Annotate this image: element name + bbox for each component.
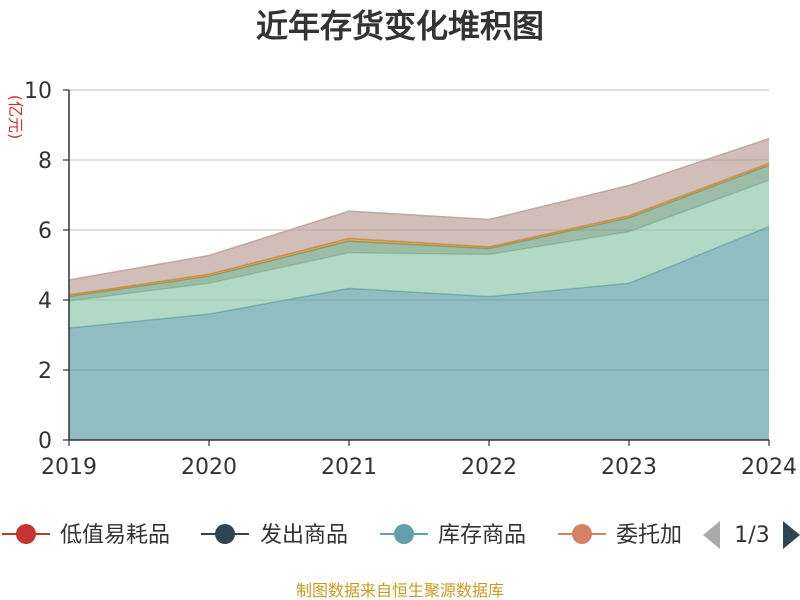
y-tick-label: 0 <box>38 429 52 454</box>
y-tick-label: 4 <box>38 289 52 314</box>
legend-marker <box>16 524 36 544</box>
axes <box>68 90 769 441</box>
legend-label: 发出商品 <box>260 523 348 548</box>
y-tick-label: 6 <box>38 219 52 244</box>
legend-label: 低值易耗品 <box>60 523 170 548</box>
area-edge-其他 <box>68 137 770 281</box>
legend-marker <box>394 524 414 544</box>
x-tick-labels: 2019 2020 2021 2022 2023 2024 <box>41 440 797 480</box>
legend-prev-page-icon[interactable] <box>703 521 720 549</box>
area-库存商品[interactable] <box>69 226 769 441</box>
legend-label: 库存商品 <box>438 523 526 548</box>
legend-next-page-icon[interactable] <box>783 521 800 549</box>
legend-item-库存商品[interactable]: 库存商品 <box>380 523 526 548</box>
legend-item-委托加[interactable]: 委托加 <box>558 523 682 548</box>
legend-item-发出商品[interactable]: 发出商品 <box>201 523 348 548</box>
x-tick-label: 2020 <box>181 455 237 480</box>
x-tick-label: 2021 <box>321 455 377 480</box>
legend-marker <box>215 524 235 544</box>
y-tick-label: 10 <box>24 79 52 104</box>
chart-title: 近年存货变化堆积图 <box>256 7 544 45</box>
legend-item-低值易耗品[interactable]: 低值易耗品 <box>2 523 170 548</box>
x-tick-label: 2019 <box>41 455 97 480</box>
legend-page-indicator: 1/3 <box>734 523 769 548</box>
y-tick-labels: 0 2 4 6 8 10 <box>24 79 69 454</box>
y-axis-unit-label: (亿元) <box>6 95 25 140</box>
y-tick-label: 2 <box>38 359 52 384</box>
x-tick-label: 2023 <box>601 455 657 480</box>
area-其他[interactable] <box>69 138 769 295</box>
legend: 低值易耗品 发出商品 库存商品 委托加 1/3 <box>2 521 800 549</box>
legend-label: 委托加 <box>616 523 682 548</box>
data-source-note: 制图数据来自恒生聚源数据库 <box>296 581 504 600</box>
area-周转材料[interactable] <box>69 165 769 301</box>
area-series <box>68 137 770 441</box>
x-tick-label: 2022 <box>461 455 517 480</box>
y-tick-label: 8 <box>38 149 52 174</box>
x-tick-label: 2024 <box>741 455 797 480</box>
legend-marker <box>572 524 592 544</box>
